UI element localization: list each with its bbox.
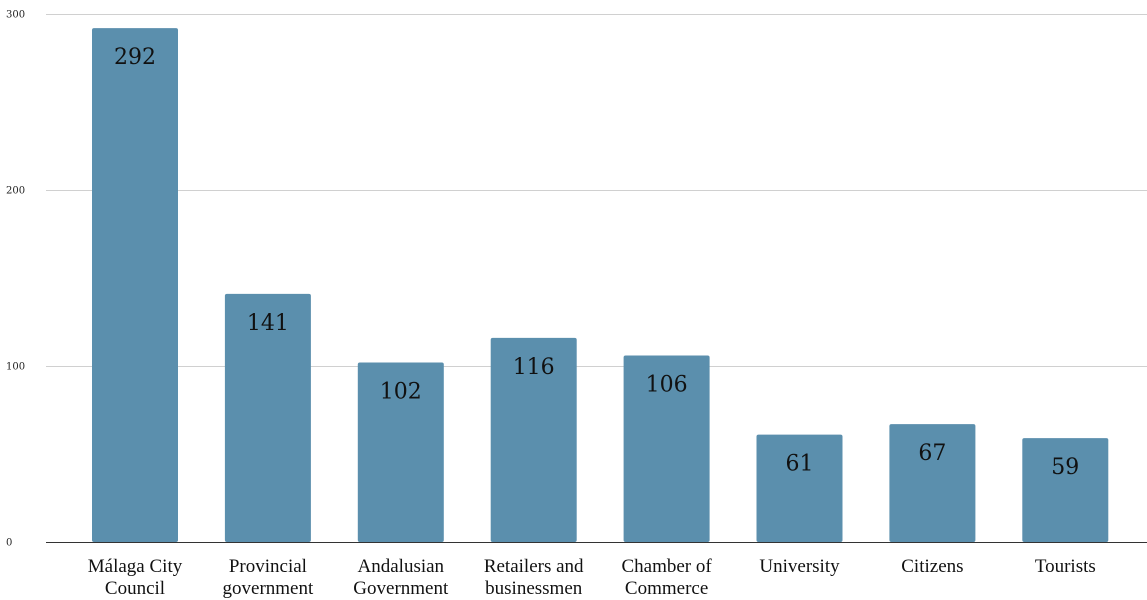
x-tick-label-6: Citizens (901, 556, 963, 577)
y-tick-label-0: 0 (6, 538, 12, 549)
x-tick-label-line: Government (353, 578, 449, 599)
y-tick-label-200: 200 (6, 186, 25, 197)
x-tick-label-line: Commerce (625, 578, 708, 599)
x-tick-label-line: Provincial (229, 556, 307, 577)
x-tick-label-5: University (759, 556, 840, 577)
bar-5 (756, 434, 843, 542)
x-tick-label-0: Málaga City Council (88, 556, 183, 599)
data-label-4: 106 (646, 372, 688, 397)
data-label-5: 61 (786, 452, 814, 477)
x-tick-label-line: Andalusian (358, 556, 445, 577)
bar-4 (623, 355, 710, 542)
x-tick-label-line: Retailers and (484, 556, 584, 577)
data-label-0: 292 (114, 45, 156, 70)
x-tick-label-line: Tourists (1035, 556, 1096, 577)
gridlines (46, 14, 1147, 543)
x-tick-label-7: Tourists (1035, 556, 1096, 577)
x-tick-label-line: government (223, 578, 314, 599)
x-tick-label-3: Retailers and businessmen (484, 556, 584, 599)
y-tick-label-100: 100 (6, 362, 25, 373)
y-axis-ticks: 0 100 200 300 (6, 10, 25, 549)
x-axis-ticks: Málaga City Council Provincial government An… (88, 556, 1096, 599)
x-tick-label-line: Council (105, 578, 165, 599)
y-tick-label-300: 300 (6, 10, 25, 21)
bar-2 (357, 362, 444, 542)
data-label-1: 141 (247, 311, 289, 336)
data-label-6: 67 (918, 441, 946, 466)
data-label-3: 116 (513, 355, 555, 380)
data-label-2: 102 (380, 379, 422, 404)
x-tick-label-2: Andalusian Government (353, 556, 449, 599)
x-tick-label-1: Provincial government (223, 556, 314, 599)
x-tick-label-line: University (759, 556, 840, 577)
x-tick-label-line: Chamber of (621, 556, 712, 577)
bar-1 (224, 293, 311, 542)
bar-0 (92, 28, 178, 542)
bars (92, 28, 1109, 542)
bar-6 (889, 424, 976, 542)
bar-7 (1022, 438, 1109, 542)
x-tick-label-line: Citizens (901, 556, 963, 577)
bar-3 (490, 337, 577, 542)
x-tick-label-4: Chamber of Commerce (621, 556, 712, 599)
data-labels: 292 141 102 116 106 61 67 59 (114, 45, 1079, 480)
x-tick-label-line: businessmen (485, 578, 583, 599)
x-tick-label-line: Málaga City (88, 556, 183, 577)
data-label-7: 59 (1051, 455, 1079, 480)
